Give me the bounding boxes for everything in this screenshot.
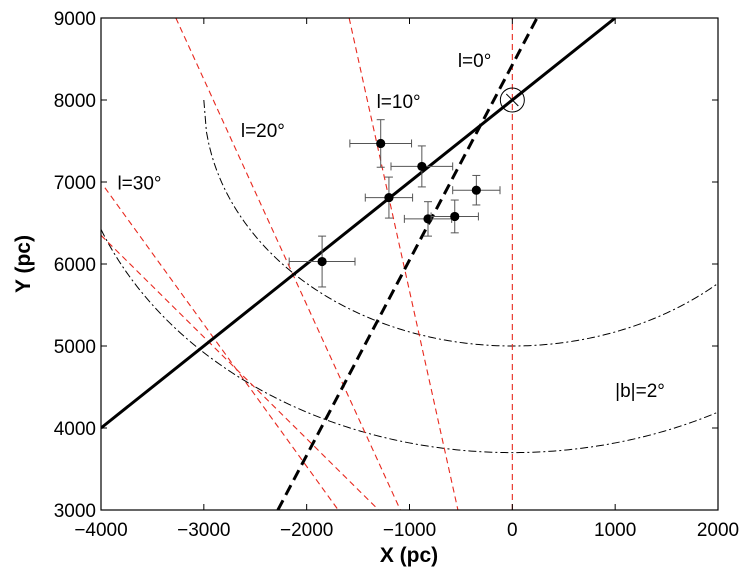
axis-ticks [100,17,719,511]
annotation-3: l=30° [117,173,161,194]
data-point-1 [349,119,413,168]
y-tick-label: 8000 [54,91,96,112]
data-points [288,87,525,288]
x-tick-label: 2000 [697,520,739,541]
annotation-2: l=20° [241,121,285,142]
x-tick-label: 1000 [594,520,636,541]
sun-marker-cross-b [505,93,519,107]
y-axis-label: Y (pc) [12,235,35,293]
y-tick-label: 5000 [54,337,96,358]
point-marker [384,192,394,203]
fit-line-dashed [276,18,539,510]
annotation-4: |b|=2° [615,381,665,402]
longitude-line-2 [175,18,401,510]
x-tick-label: −1000 [383,520,436,541]
y-tick-label: 3000 [54,501,96,522]
data-point-3 [390,145,454,188]
point-marker [317,256,327,267]
latitude-curve-0 [203,99,718,347]
point-marker [471,185,481,195]
point-marker [450,211,460,222]
tick-labels: −4000 −3000 −2000 −1000 0 1000 2000 3000 4000 500… [54,9,739,541]
x-tick-label: −4000 [74,520,127,541]
longitude-line-3 [104,187,339,510]
y-tick-label: 7000 [54,173,96,194]
point-marker [417,161,427,172]
sun-marker [499,87,525,113]
x-tick-label: −3000 [177,520,230,541]
fit-line-solid [101,18,617,430]
y-tick-label: 4000 [54,419,96,440]
annotations: l=0° l=10° l=20° l=30° |b|=2° [117,51,664,402]
y-tick-label: 6000 [54,255,96,276]
data-point-0 [288,235,356,288]
longitude-line-4 [101,234,380,510]
annotation-1: l=10° [377,92,421,113]
data-point-5 [430,199,479,234]
x-tick-label: −2000 [280,520,333,541]
x-axis-label: X (pc) [380,544,438,567]
annotation-0: l=0° [458,51,491,72]
data-point-6 [452,174,501,206]
latitude-curve-1 [101,229,718,454]
data-point-2 [364,176,414,219]
y-tick-label: 9000 [54,9,96,30]
x-tick-label: 0 [507,520,518,541]
point-marker [423,214,433,224]
point-marker [376,138,386,149]
longitude-line-1 [348,18,459,510]
